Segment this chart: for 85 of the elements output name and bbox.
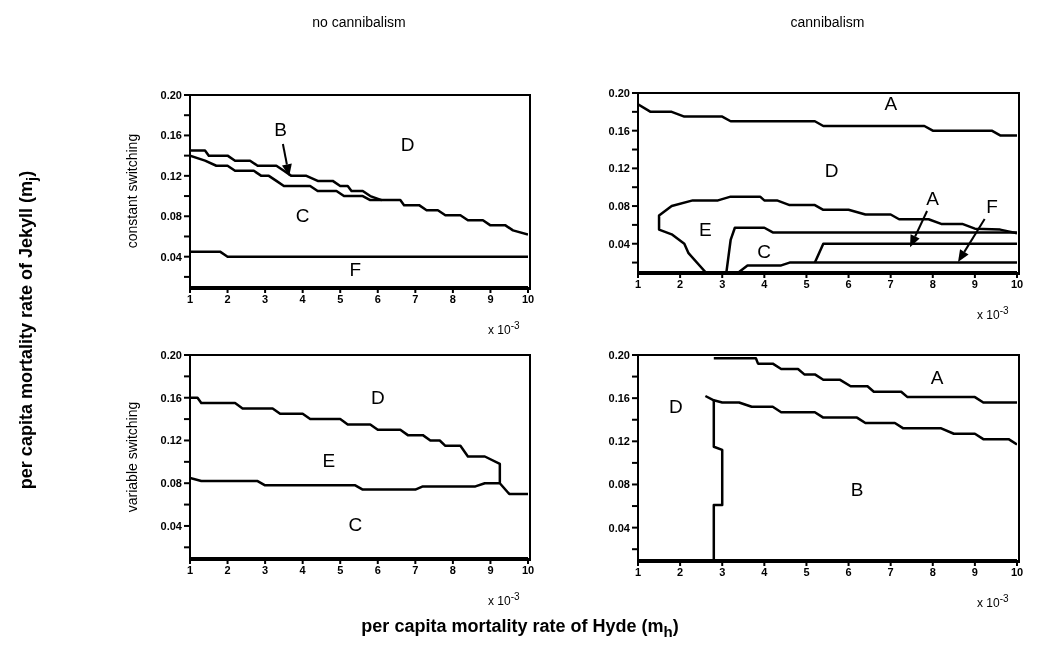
text: x 10$^{-3}$ [977, 305, 1009, 322]
x-tick-label: 8 [449, 563, 456, 576]
x-tick-label: 2 [224, 292, 231, 305]
y-tick-label: 0.20 [608, 86, 630, 99]
annotation: A [930, 366, 944, 389]
x-tick-label: 4 [299, 292, 307, 305]
x-tick-label: 9 [487, 292, 494, 305]
x-tick-label: 4 [299, 563, 307, 576]
x-tick-label: 5 [337, 563, 344, 576]
x-tick-label: 6 [374, 563, 381, 576]
annotation: F [986, 195, 998, 218]
annotation: C [348, 513, 363, 536]
x-tick-label: 3 [719, 565, 726, 578]
y-tick-label: 0.20 [160, 348, 182, 361]
x-tick-label: 1 [634, 277, 642, 290]
annotation: E [699, 218, 712, 241]
x-tick-label: 7 [412, 563, 419, 576]
x-tick-label: 2 [224, 563, 231, 576]
annotation: D [371, 386, 385, 409]
y-tick-label: 0.12 [608, 435, 630, 448]
x-tick-label: 7 [887, 277, 894, 290]
x-tick-label: 1 [186, 563, 194, 576]
x-tick-label: 4 [761, 565, 769, 578]
x-tick-label: 6 [374, 292, 381, 305]
annotation: E [322, 449, 336, 472]
y-tick-label: 0.04 [160, 519, 183, 532]
x-tick-label: 10 [521, 292, 535, 305]
annotation: F [349, 258, 362, 281]
y-axis-title: constant switching [124, 133, 140, 249]
annotation: B [274, 118, 287, 141]
annotation: A [884, 92, 898, 115]
x-tick-label: 3 [719, 277, 726, 290]
x-tick-label: 5 [337, 292, 344, 305]
y-tick-label: 0.16 [608, 124, 630, 137]
x-tick-label: 3 [262, 563, 269, 576]
chart-title: cannibalism [790, 14, 865, 30]
y-tick-label: 0.16 [608, 392, 630, 405]
chart-title: no cannibalism [312, 14, 406, 30]
x-tick-label: 1 [634, 565, 642, 578]
y-tick-label: 0.20 [608, 348, 630, 361]
x-tick-label: 8 [929, 565, 936, 578]
x-tick-label: 8 [449, 292, 456, 305]
x-tick-label: 5 [803, 565, 810, 578]
y-tick-label: 0.08 [160, 210, 182, 223]
x-tick-label: 2 [677, 277, 684, 290]
y-tick-label: 0.04 [608, 521, 631, 534]
y-tick-label: 0.16 [160, 391, 182, 404]
x-tick-label: 3 [262, 292, 269, 305]
x-tick-label: 9 [971, 277, 978, 290]
y-tick-label: 0.16 [160, 129, 182, 142]
y-tick-label: 0.12 [160, 434, 182, 447]
y-tick-label: 0.12 [608, 162, 630, 175]
text: x 10$^{-3}$ [488, 591, 520, 608]
x-tick-label: 6 [845, 565, 852, 578]
y-tick-label: 0.20 [160, 88, 182, 101]
x-tick-label: 7 [887, 565, 894, 578]
x-tick-label: 1 [186, 292, 194, 305]
y-tick-label: 0.04 [608, 237, 631, 250]
annotation: C [757, 241, 772, 264]
x-tick-label: 4 [761, 277, 769, 290]
annotation: C [295, 205, 310, 228]
annotation: B [850, 478, 864, 501]
text: x 10$^{-3}$ [977, 593, 1009, 610]
x-tick-label: 5 [803, 277, 810, 290]
x-tick-label: 9 [487, 563, 494, 576]
y-axis-title: variable switching [124, 401, 140, 512]
y-tick-label: 0.08 [160, 477, 182, 490]
annotation: A [926, 187, 939, 210]
x-tick-label: 10 [521, 563, 535, 576]
y-tick-label: 0.04 [160, 250, 183, 263]
x-tick-label: 7 [412, 292, 419, 305]
text: per capita mortality rate of Hyde (m$_{h}$) [361, 616, 679, 640]
annotation: D [669, 395, 683, 418]
x-tick-label: 2 [677, 565, 684, 578]
y-tick-label: 0.12 [160, 169, 182, 182]
annotation: D [400, 134, 415, 157]
x-tick-label: 10 [1010, 277, 1024, 290]
x-tick-label: 6 [845, 277, 852, 290]
text: x 10$^{-3}$ [488, 320, 520, 337]
x-tick-label: 10 [1010, 565, 1024, 578]
annotation: D [824, 160, 839, 183]
x-tick-label: 8 [929, 277, 936, 290]
x-tick-label: 9 [971, 565, 978, 578]
y-tick-label: 0.08 [608, 478, 630, 491]
y-tick-label: 0.08 [608, 199, 630, 212]
